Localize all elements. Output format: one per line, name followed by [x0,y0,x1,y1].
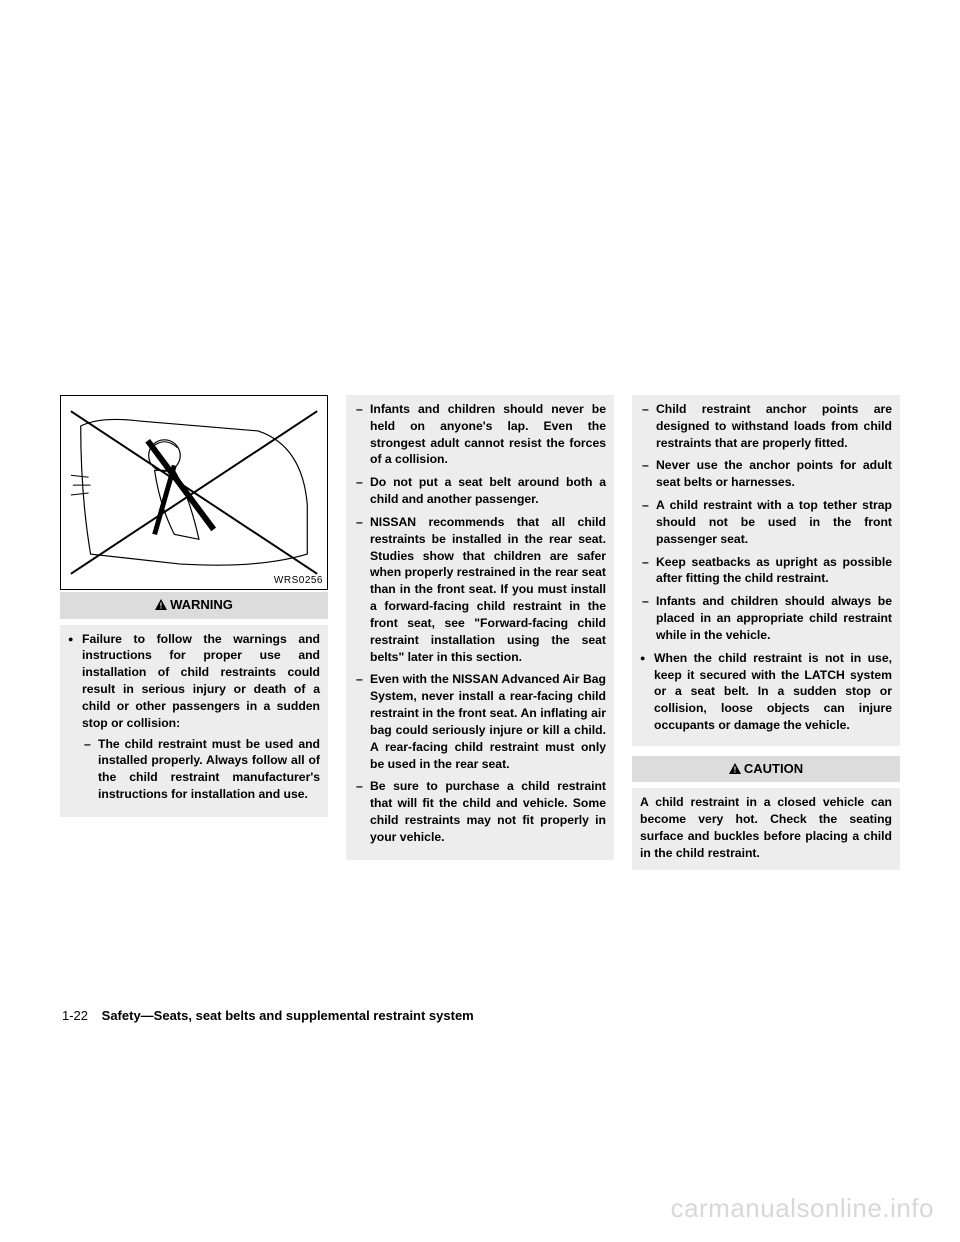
caution-triangle-icon: ! [729,761,741,779]
col3-dash-1: Child restraint anchor points are design… [640,401,892,451]
warning-label: WARNING [170,597,233,612]
warning-header: ! WARNING [60,592,328,619]
warning-dash-1: The child restraint must be used and ins… [82,736,320,803]
column-3: Child restraint anchor points are design… [632,395,900,870]
col2-dash-5: Be sure to purchase a child restraint th… [354,778,606,845]
child-seat-illustration [61,396,327,589]
page-content: WRS0256 ! WARNING Failure to follow the … [60,395,900,870]
col2-dash-4: Even with the NISSAN Advanced Air Bag Sy… [354,671,606,772]
col2-dash-1: Infants and children should never be hel… [354,401,606,468]
col3-dash-2: Never use the anchor points for adult se… [640,457,892,491]
section-title: Safety—Seats, seat belts and supplementa… [102,1008,474,1023]
caution-text: A child restraint in a closed vehicle ca… [640,795,892,859]
svg-text:!: ! [734,765,737,774]
warning-triangle-icon: ! [155,597,167,615]
col3-bullet-latch: When the child restraint is not in use, … [640,650,892,734]
warning-bullet-intro: Failure to follow the warnings and instr… [68,631,320,803]
column-1: WRS0256 ! WARNING Failure to follow the … [60,395,328,870]
column-2: Infants and children should never be hel… [346,395,614,870]
caution-header: ! CAUTION [632,756,900,783]
warning-box-col3: Child restraint anchor points are design… [632,395,900,746]
col3-dash-4: Keep seatbacks as upright as possible af… [640,554,892,588]
col2-dash-3: NISSAN recommends that all child restrai… [354,514,606,665]
page-footer: 1-22 Safety—Seats, seat belts and supple… [62,1008,474,1023]
page-number: 1-22 [62,1008,88,1023]
caution-box: A child restraint in a closed vehicle ca… [632,788,900,869]
col2-dash-2: Do not put a seat belt around both a chi… [354,474,606,508]
watermark: carmanualsonline.info [671,1193,934,1224]
warning-box-col2: Infants and children should never be hel… [346,395,614,860]
col3-dash-5: Infants and children should always be pl… [640,593,892,643]
col3-dash-3: A child restraint with a top tether stra… [640,497,892,547]
warning-intro-text: Failure to follow the warnings and instr… [82,632,320,730]
child-restraint-figure: WRS0256 [60,395,328,590]
caution-label: CAUTION [744,761,803,776]
warning-box-col1: Failure to follow the warnings and instr… [60,625,328,817]
figure-label: WRS0256 [274,574,323,588]
svg-text:!: ! [160,602,163,611]
